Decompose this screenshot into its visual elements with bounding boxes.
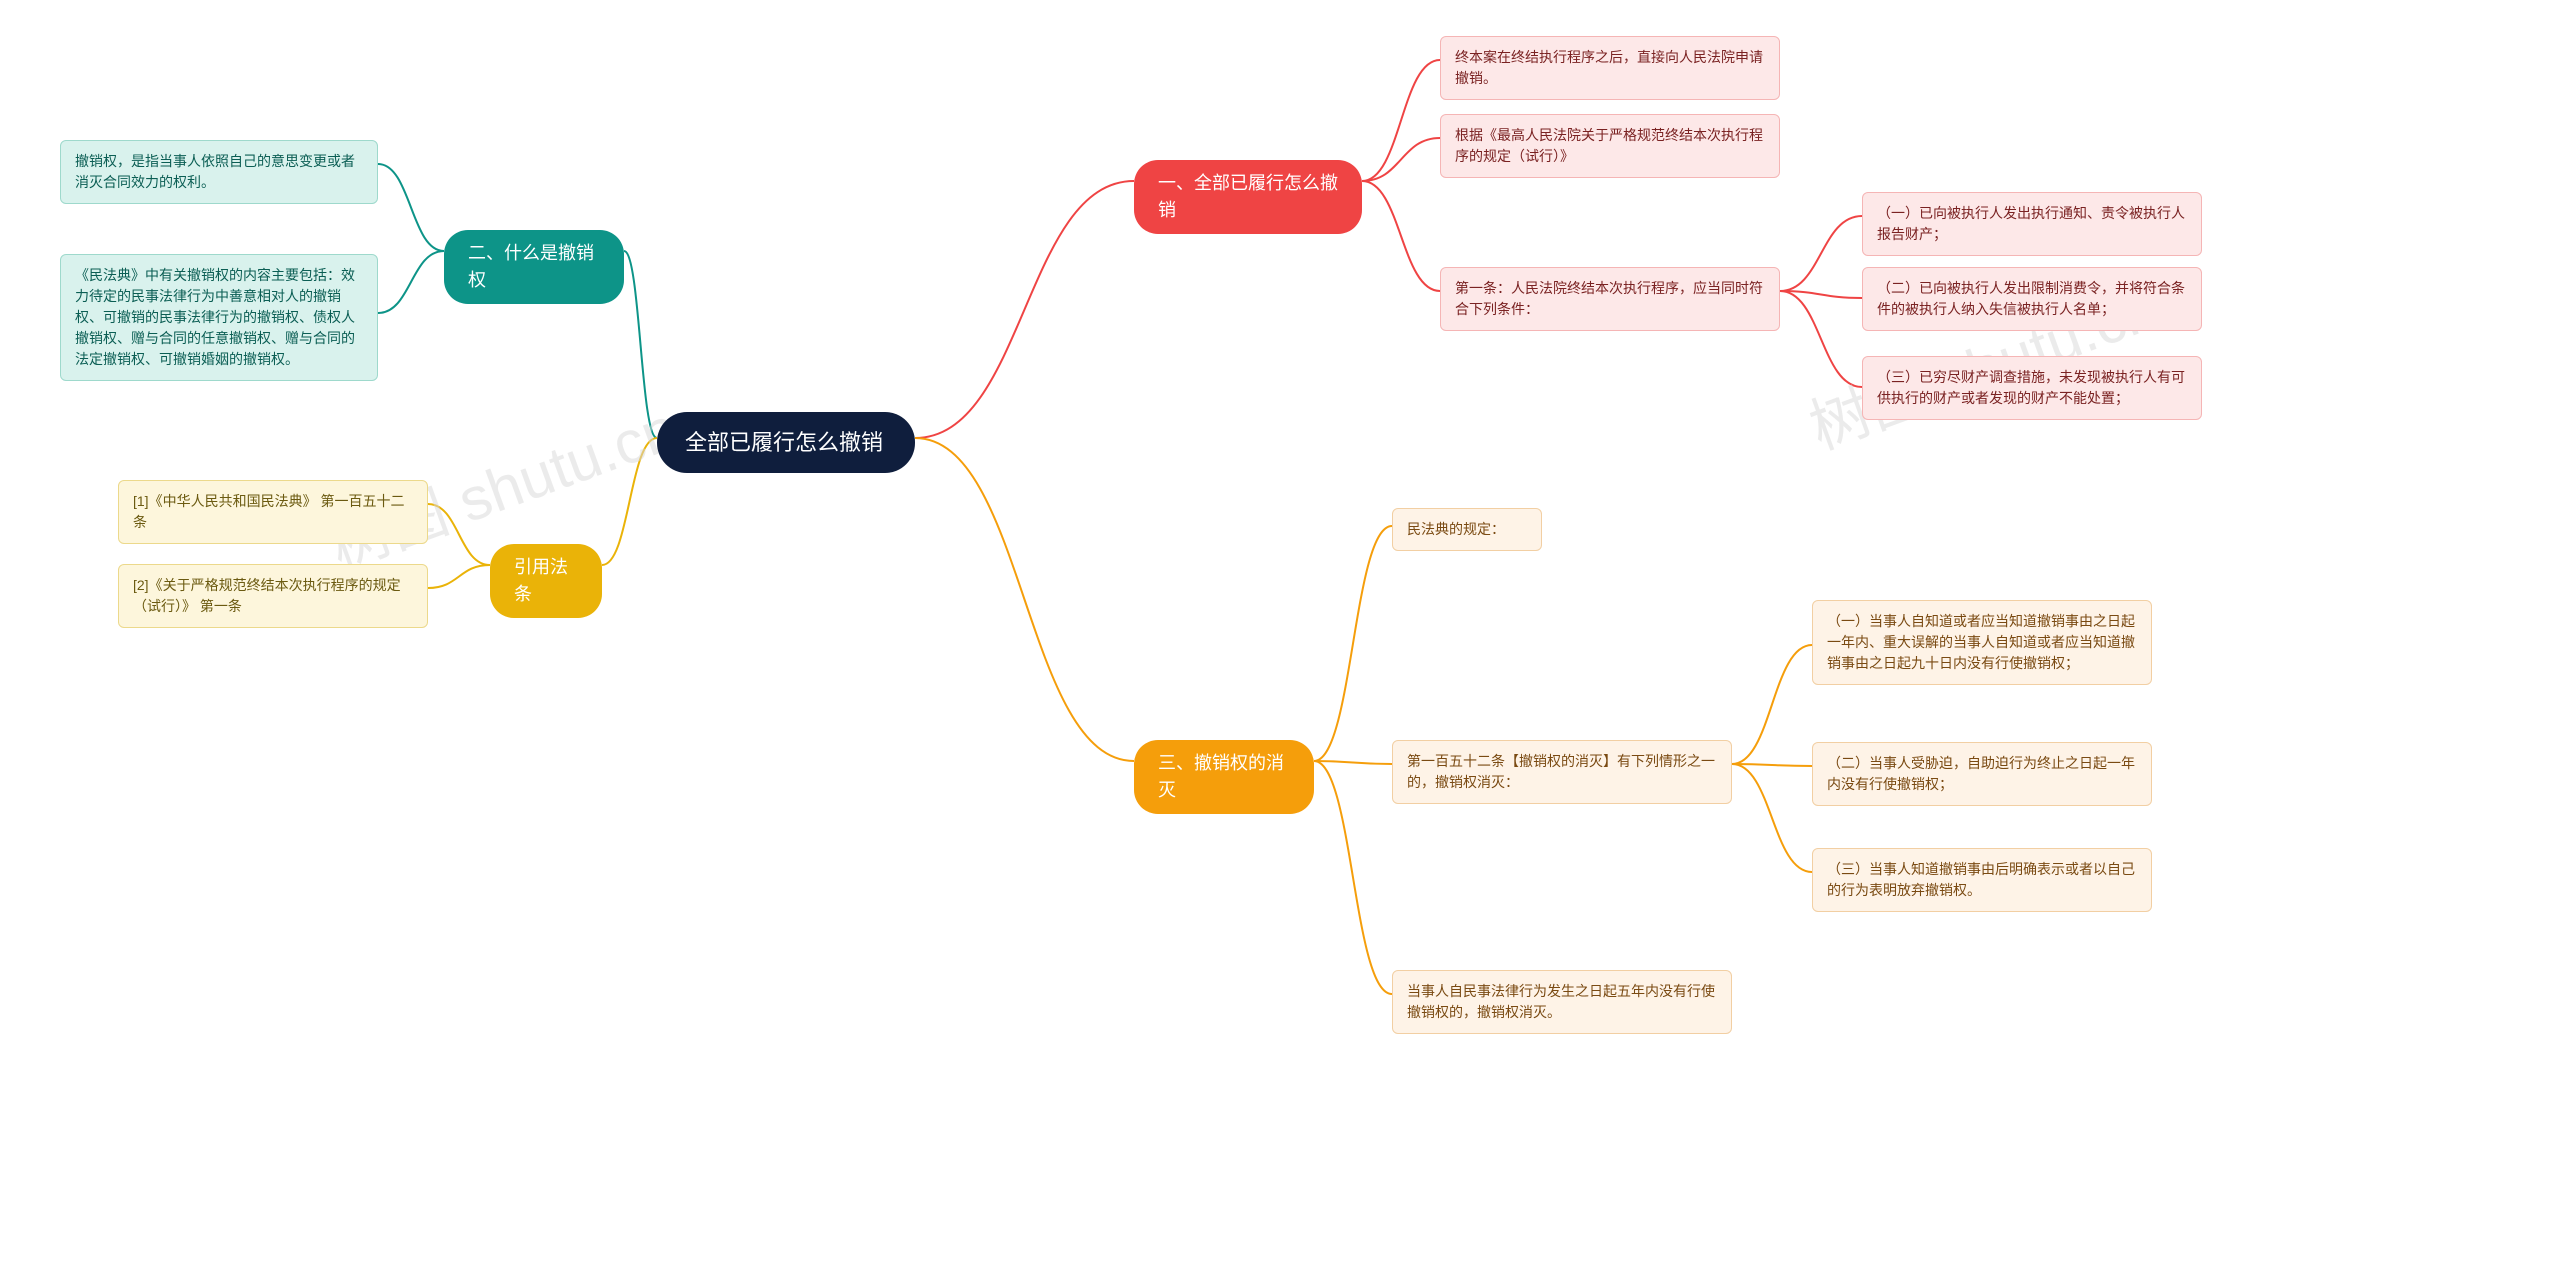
branch-node: 一、全部已履行怎么撤销 (1134, 160, 1362, 234)
leaf-node: （二）已向被执行人发出限制消费令，并将符合条件的被执行人纳入失信被执行人名单； (1862, 267, 2202, 331)
leaf-node: 第一百五十二条【撤销权的消灭】有下列情形之一的，撤销权消灭： (1392, 740, 1732, 804)
branch-node: 三、撤销权的消灭 (1134, 740, 1314, 814)
leaf-node: [2]《关于严格规范终结本次执行程序的规定（试行）》 第一条 (118, 564, 428, 628)
leaf-node: （一）当事人自知道或者应当知道撤销事由之日起一年内、重大误解的当事人自知道或者应… (1812, 600, 2152, 685)
root-node: 全部已履行怎么撤销 (657, 412, 915, 473)
leaf-node: （三）已穷尽财产调查措施，未发现被执行人有可供执行的财产或者发现的财产不能处置； (1862, 356, 2202, 420)
leaf-node: 根据《最高人民法院关于严格规范终结本次执行程序的规定（试行）》 (1440, 114, 1780, 178)
leaf-node: 当事人自民事法律行为发生之日起五年内没有行使撤销权的，撤销权消灭。 (1392, 970, 1732, 1034)
leaf-node: 终本案在终结执行程序之后，直接向人民法院申请撤销。 (1440, 36, 1780, 100)
leaf-node: （二）当事人受胁迫，自助迫行为终止之日起一年内没有行使撤销权； (1812, 742, 2152, 806)
leaf-node: 撤销权，是指当事人依照自己的意思变更或者消灭合同效力的权利。 (60, 140, 378, 204)
leaf-node: [1]《中华人民共和国民法典》 第一百五十二条 (118, 480, 428, 544)
branch-node: 二、什么是撤销权 (444, 230, 624, 304)
branch-node: 引用法条 (490, 544, 602, 618)
leaf-node: 民法典的规定： (1392, 508, 1542, 551)
leaf-node: （三）当事人知道撤销事由后明确表示或者以自己的行为表明放弃撤销权。 (1812, 848, 2152, 912)
leaf-node: 第一条：人民法院终结本次执行程序，应当同时符合下列条件： (1440, 267, 1780, 331)
leaf-node: （一）已向被执行人发出执行通知、责令被执行人报告财产； (1862, 192, 2202, 256)
leaf-node: 《民法典》中有关撤销权的内容主要包括：效力待定的民事法律行为中善意相对人的撤销权… (60, 254, 378, 381)
